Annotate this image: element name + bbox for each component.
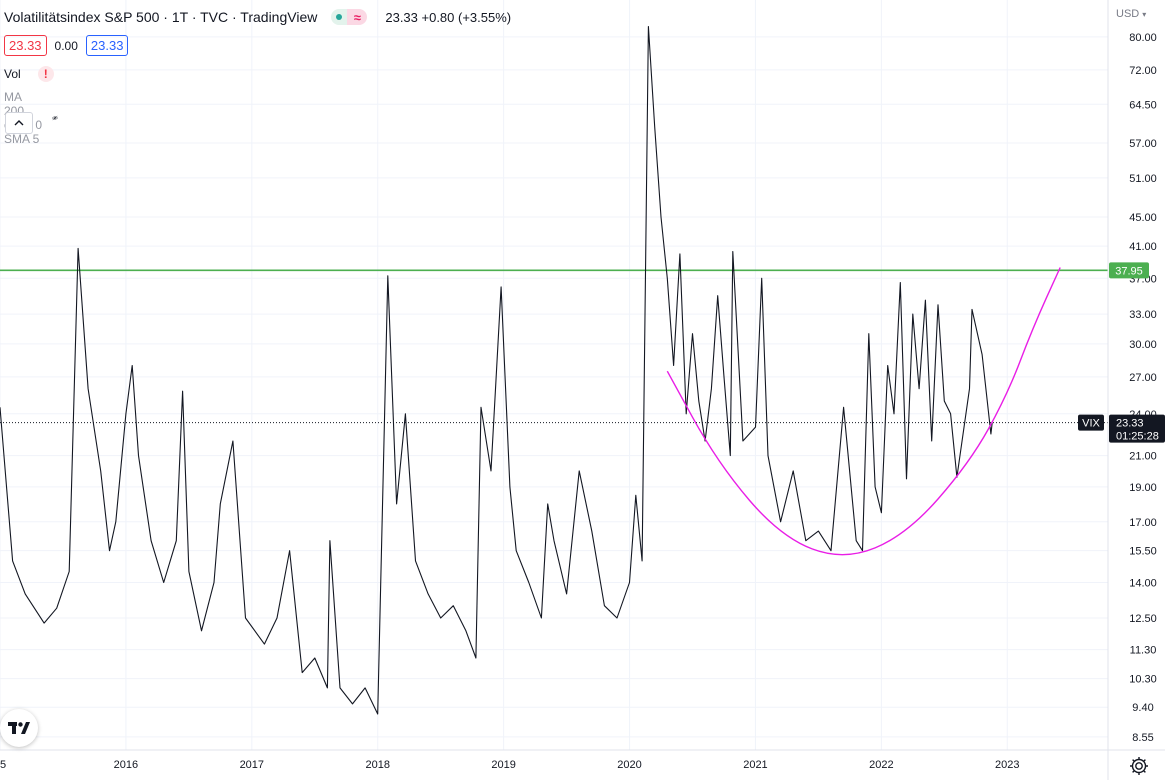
legend-title-row: Volatilitätsindex S&P 500 · 1T · TVC · T…	[4, 9, 511, 25]
price-tag-bg	[1109, 414, 1165, 443]
price-tick-label: 9.40	[1132, 702, 1153, 714]
gear-icon[interactable]	[1128, 755, 1150, 777]
time-tick-label: 2018	[365, 759, 389, 771]
price-axis[interactable]: 80.0072.0064.5057.0051.0045.0041.0037.00…	[1129, 32, 1157, 744]
volume-indicator-row[interactable]: Vol !	[4, 66, 54, 82]
price-tick-label: 11.30	[1130, 645, 1157, 657]
price-tick-label: 14.00	[1129, 578, 1157, 590]
symbol-tag-label: VIX	[1082, 418, 1100, 430]
tradingview-logo-icon	[8, 722, 30, 734]
delayed-data-icon[interactable]: ≈	[347, 9, 368, 25]
chevron-down-icon: ▾	[1142, 9, 1147, 19]
curve-line[interactable]	[666, 267, 1061, 556]
time-tick-label: 2017	[240, 759, 264, 771]
collapse-legend-button[interactable]	[5, 112, 33, 134]
price-tick-label: 15.50	[1129, 546, 1157, 558]
price-tick-label: 12.50	[1129, 613, 1157, 625]
time-tick-label: 2020	[617, 759, 641, 771]
time-axis[interactable]: 15 2016 2017 2018 2019 2020 2021 2022 2023	[0, 759, 1020, 771]
price-tick-label: 72.00	[1129, 65, 1157, 77]
sell-price-box[interactable]: 23.33	[4, 35, 47, 56]
tradingview-logo[interactable]	[0, 709, 38, 747]
time-tick-label: 2016	[114, 759, 138, 771]
time-tick-label: 15	[0, 759, 6, 771]
price-tick-label: 45.00	[1129, 212, 1157, 224]
price-tick-label: 51.00	[1129, 173, 1157, 185]
price-line[interactable]	[0, 25, 993, 715]
volume-label: Vol	[4, 67, 21, 81]
eye-hidden-icon[interactable]	[52, 111, 58, 125]
market-open-icon	[331, 9, 348, 25]
time-tick-label: 2023	[995, 759, 1019, 771]
price-series[interactable]	[0, 25, 993, 715]
grid	[0, 0, 1108, 750]
chevron-up-icon	[14, 120, 24, 126]
currency-label: USD	[1116, 8, 1140, 20]
spread-value: 0.00	[54, 38, 78, 53]
price-tick-label: 33.00	[1129, 309, 1157, 321]
price-tick-label: 17.00	[1129, 517, 1157, 529]
currency-selector[interactable]: USD ▾	[1116, 8, 1146, 20]
time-tick-label: 2019	[491, 759, 515, 771]
time-tick-label: 2022	[869, 759, 893, 771]
symbol-tag-bg	[1078, 414, 1104, 431]
last-value: 23.33 +0.80 (+3.55%)	[385, 9, 512, 25]
time-tick-label: 2021	[743, 759, 767, 771]
price-tick-label: 10.30	[1129, 674, 1157, 686]
price-tag-label: 23.33	[1116, 418, 1144, 430]
warning-icon[interactable]: !	[37, 66, 54, 82]
plot-background	[0, 0, 1108, 750]
price-tick-label: 8.55	[1132, 732, 1153, 744]
level-tag-bg	[1109, 262, 1149, 279]
countdown-label: 01:25:28	[1116, 431, 1159, 443]
price-tick-label: 27.00	[1129, 372, 1157, 384]
price-tick-label: 64.50	[1129, 99, 1157, 111]
curve-drawing[interactable]	[666, 267, 1061, 556]
price-tick-label: 19.00	[1129, 482, 1157, 494]
level-tag-label: 37.95	[1115, 265, 1143, 277]
ohlc-row: 23.33 0.00 23.33	[4, 35, 129, 56]
price-tick-label: 21.00	[1129, 451, 1157, 463]
price-tick-label: 57.00	[1129, 138, 1157, 150]
buy-price-box[interactable]: 23.33	[85, 35, 129, 56]
price-tick-label: 41.00	[1129, 241, 1157, 253]
symbol-title[interactable]: Volatilitätsindex S&P 500 · 1T · TVC · T…	[4, 9, 318, 25]
price-tick-label: 30.00	[1129, 339, 1157, 351]
price-tick-label: 80.00	[1129, 32, 1157, 44]
